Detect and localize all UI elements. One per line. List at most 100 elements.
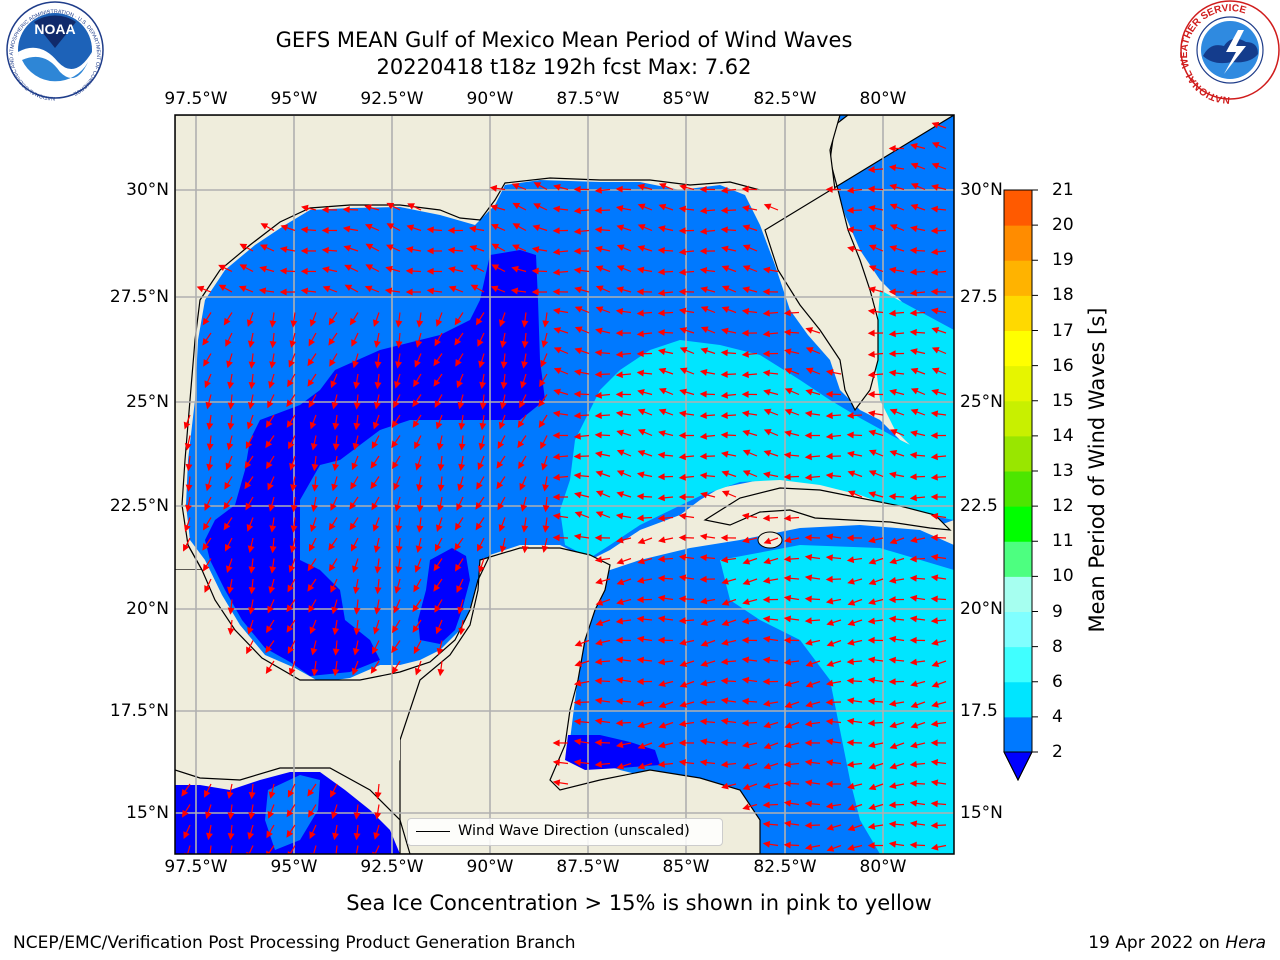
wave-direction-arrowhead [437, 668, 445, 677]
wave-direction-arrowhead [542, 320, 550, 328]
wave-direction-arrowhead [888, 840, 897, 848]
wave-direction-arrowhead [500, 381, 508, 390]
wave-direction-arrowhead [393, 400, 400, 409]
wave-direction-arrow [335, 845, 338, 854]
wave-direction-arrowhead [553, 367, 562, 375]
wave-direction-arrowhead [720, 391, 728, 399]
wave-direction-arrowhead [553, 327, 562, 334]
wave-direction-arrowhead [498, 524, 506, 532]
wave-direction-arrowhead [678, 759, 687, 766]
footer-date-text: 19 Apr 2022 on [1088, 933, 1226, 953]
wave-direction-arrowhead [741, 329, 749, 337]
wave-direction-arrowhead [825, 759, 834, 767]
wave-direction-arrowhead [763, 408, 772, 416]
wave-direction-arrowhead [615, 617, 624, 625]
map-area [175, 115, 954, 854]
wave-direction-arrowhead [246, 646, 253, 655]
wave-direction-arrowhead [616, 557, 625, 565]
wave-direction-arrowhead [202, 542, 210, 551]
wave-direction-arrowhead [825, 533, 834, 541]
wave-direction-arrowhead [931, 367, 940, 375]
colorbar-bin [1004, 295, 1032, 331]
wave-direction-arrowhead [206, 463, 214, 472]
wave-direction-arrowhead [762, 596, 770, 604]
wave-direction-arrowhead [185, 484, 193, 492]
wave-direction-arrowhead [248, 607, 255, 615]
wave-direction-arrowhead [762, 615, 771, 623]
wave-direction-arrowhead [804, 473, 812, 481]
wave-direction-arrowhead [374, 812, 382, 820]
wave-direction-arrowhead [433, 584, 441, 592]
wave-direction-arrowhead [374, 586, 382, 595]
wave-direction-arrow [355, 845, 359, 854]
wave-direction-arrowhead [247, 545, 255, 553]
sea-ice-caption: Sea Ice Concentration > 15% is shown in … [0, 891, 1280, 915]
wave-direction-arrowhead [595, 490, 604, 497]
wave-direction-arrowhead [310, 647, 318, 656]
colorbar-tick-label: 14 [1052, 425, 1074, 446]
lon-tick-bottom: 82.5°W [753, 857, 817, 877]
wave-direction-arrowhead [552, 534, 560, 542]
wave-direction-arrowhead [202, 337, 210, 346]
colorbar-frame [1003, 189, 1033, 782]
wave-direction-arrowhead [658, 701, 667, 709]
wave-direction-arrowhead [867, 842, 875, 849]
wave-direction-arrowhead [373, 626, 380, 635]
colorbar-tick-label: 20 [1052, 215, 1074, 236]
wave-direction-arrowhead [742, 224, 751, 232]
wave-direction-arrowhead [521, 320, 529, 328]
wave-direction-arrowhead [594, 556, 603, 564]
wave-direction-arrowhead [783, 799, 792, 807]
colorbar-bin [1004, 716, 1032, 753]
wave-direction-arrowhead [311, 668, 319, 677]
wave-direction-arrowhead [227, 627, 235, 636]
wave-direction-arrowhead [595, 470, 604, 478]
wave-direction-arrowhead [259, 265, 267, 273]
wave-direction-arrowhead [616, 265, 625, 272]
wave-direction-arrowhead [700, 347, 709, 355]
wave-direction-arrowhead [594, 412, 602, 420]
wave-direction-arrowhead [395, 525, 403, 533]
wave-direction-arrowhead [286, 420, 294, 428]
noaa-logo: NOAA NATIONAL OCEANIC AND ATMOSPHERIC AD… [6, 1, 104, 101]
wave-direction-arrowhead [309, 421, 317, 430]
wave-direction-arrow [289, 845, 296, 854]
wave-direction-arrowhead [699, 227, 707, 235]
wave-direction-arrowhead [300, 226, 308, 234]
wave-direction-arrowhead [615, 512, 624, 520]
wave-direction-arrowhead [721, 470, 730, 478]
wave-direction-arrowhead [244, 461, 252, 469]
wave-direction-arrowhead [616, 286, 624, 294]
wave-direction-arrowhead [678, 268, 686, 276]
wave-direction-arrowhead [763, 449, 772, 457]
wave-direction-arrowhead [910, 388, 919, 395]
wave-direction-arrowhead [552, 307, 561, 315]
wave-direction-arrowhead [616, 244, 625, 251]
wave-direction-arrowhead [435, 626, 443, 635]
wave-direction-arrow [209, 845, 212, 854]
wave-direction-arrowhead [332, 668, 340, 677]
wave-direction-arrow [374, 845, 380, 854]
wave-direction-arrowhead [763, 429, 772, 436]
wave-direction-arrowhead [353, 586, 360, 595]
wave-direction-arrowhead [553, 347, 562, 354]
wave-direction-arrowhead [931, 142, 940, 149]
wave-direction-arrowhead [658, 408, 667, 416]
wave-direction-arrowhead [364, 285, 373, 293]
wave-direction-arrowhead [868, 429, 877, 437]
wave-direction-arrowhead [888, 596, 896, 604]
wave-direction-arrowhead [658, 536, 666, 544]
wave-direction-arrowhead [434, 400, 442, 408]
wave-direction-arrowhead [678, 248, 686, 256]
lon-tick-bottom: 87.5°W [556, 857, 620, 877]
wave-direction-arrowhead [867, 822, 876, 830]
wave-direction-arrowhead [825, 369, 834, 376]
wave-direction-arrowhead [328, 542, 336, 551]
wave-direction-arrowhead [720, 760, 729, 768]
wave-direction-arrowhead [458, 443, 466, 451]
wave-direction-arrowhead [373, 402, 381, 410]
wave-direction-arrowhead [783, 820, 792, 828]
wave-direction-arrowhead [475, 317, 483, 326]
wave-direction-arrowhead [909, 820, 918, 828]
wave-direction-arrowhead [699, 472, 707, 480]
